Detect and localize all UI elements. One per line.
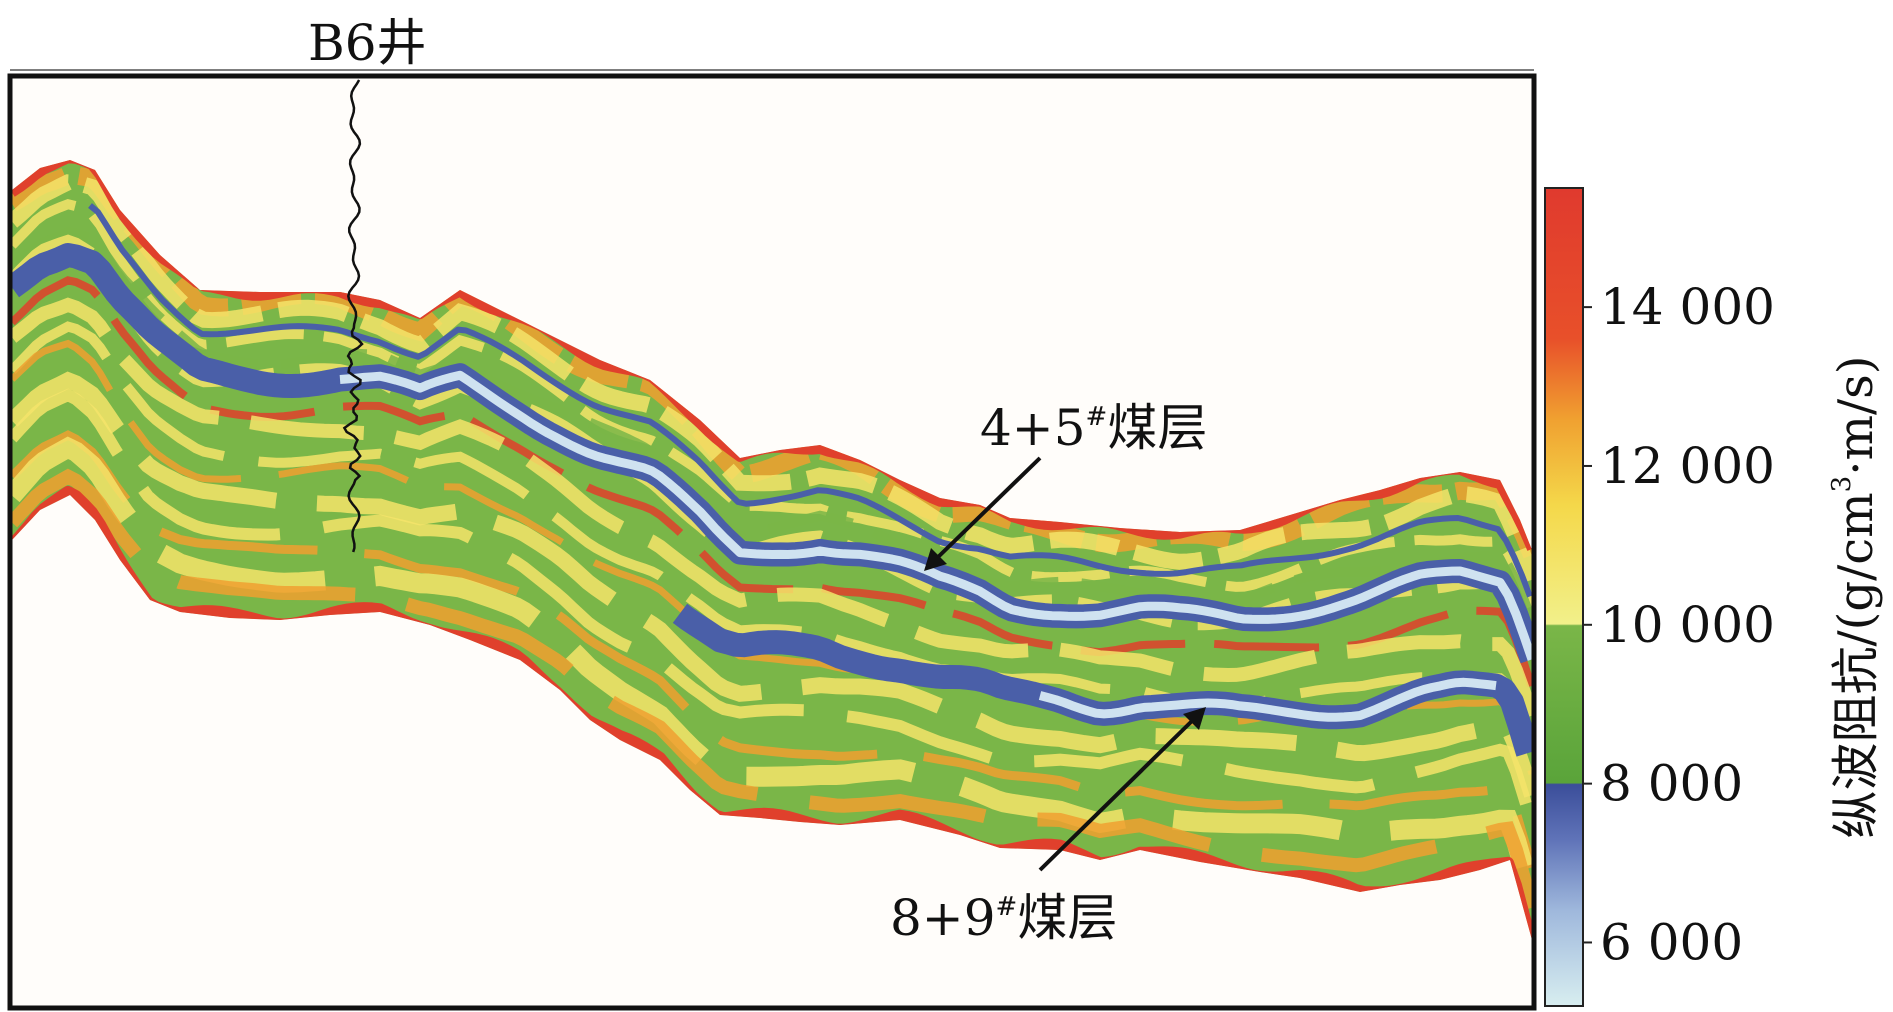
arrowhead (924, 548, 947, 571)
colorbar-tick-label: 8 000 (1600, 755, 1743, 813)
impedance-stripe (12, 436, 1532, 900)
impedance-stripe (12, 430, 1532, 869)
impedance-stripe (12, 297, 1532, 718)
annotation-4-5: 4+5#煤层 (924, 399, 1207, 571)
impedance-stripe (12, 321, 1532, 754)
coal-seam-8-9-core (1038, 677, 1497, 722)
colorbar-tick-label: 12 000 (1600, 437, 1775, 495)
impedance-stripe (12, 276, 1532, 690)
impedance-stripe (12, 388, 1532, 826)
arrowhead (1183, 707, 1206, 730)
well-log-trace (342, 79, 364, 553)
impedance-stripe (12, 371, 1532, 798)
plot-frame (7, 73, 1537, 1011)
impedance-stripe (12, 227, 1532, 624)
impedance-stripe (12, 468, 1532, 910)
colorbar-label: 纵波阻抗/(g/cm3·m/s) (1827, 355, 1884, 838)
coal-seam-4-5-core (339, 370, 1532, 661)
upper-blue-thin-band (88, 203, 1532, 598)
annotation-8-9: 8+9#煤层 (890, 707, 1206, 947)
impedance-section (12, 160, 1532, 940)
colorbar: 6 000 8 000 10 000 12 000 14 000 纵波阻抗/(g/cm3… (1544, 187, 1884, 1007)
annotation-arrow (1038, 716, 1197, 872)
impedance-stripe (12, 198, 1532, 609)
annotation-label: 4+5#煤层 (980, 399, 1207, 457)
impedance-stripe (12, 174, 1532, 583)
colorbar-tick-label: 6 000 (1600, 913, 1743, 971)
annotation-label: 8+9#煤层 (890, 889, 1117, 947)
colorbar-tick-label: 14 000 (1600, 278, 1775, 336)
well-label: B6井 (308, 14, 427, 72)
colorbar-tick-label: 10 000 (1600, 596, 1775, 654)
annotation-arrow (933, 456, 1042, 562)
colorbar-ramp (1544, 187, 1584, 1007)
